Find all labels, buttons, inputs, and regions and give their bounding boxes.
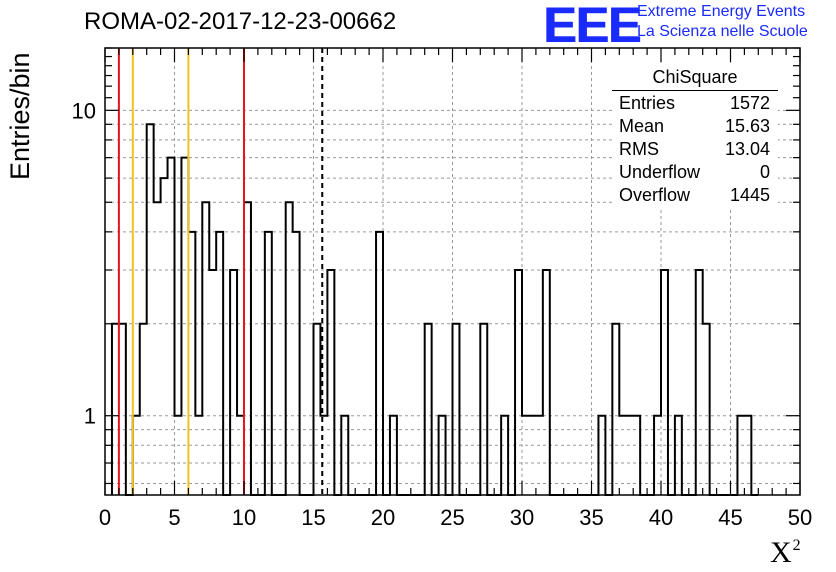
- histogram-bin: [147, 124, 154, 495]
- x-axis-label: X2: [770, 536, 801, 569]
- histogram-bin: [140, 324, 147, 495]
- stats-value: 0: [759, 162, 770, 182]
- stats-label: Overflow: [619, 185, 691, 205]
- stats-value: 15.63: [724, 116, 770, 136]
- x-tick-label: 35: [579, 505, 603, 530]
- histogram-bin: [480, 324, 487, 495]
- histogram-bin: [661, 270, 668, 495]
- logo-line-1: Extreme Energy Events: [637, 3, 806, 20]
- y-tick-label: 10: [72, 98, 96, 123]
- stats-box: ChiSquare Entries 1572 Mean 15.63 RMS 13…: [612, 66, 778, 208]
- x-tick-label: 15: [301, 505, 325, 530]
- axis-ticks: [104, 47, 801, 495]
- histogram-bin: [453, 324, 460, 495]
- histogram-bin: [209, 270, 216, 495]
- stats-label: Entries: [619, 93, 676, 113]
- histogram-bin: [515, 270, 522, 495]
- histogram-bin: [244, 202, 251, 495]
- histogram-bin: [161, 178, 168, 495]
- stats-divider: [612, 90, 778, 91]
- histogram-bin: [543, 270, 550, 495]
- x-tick-label: 30: [510, 505, 534, 530]
- stats-row-rms: RMS 13.04: [619, 139, 770, 161]
- eee-logo: EEE Extreme Energy Events La Scienza nel…: [543, 0, 833, 53]
- x-tick-label: 10: [232, 505, 256, 530]
- histogram-bin: [314, 324, 321, 495]
- histogram-bin: [327, 270, 334, 495]
- stats-value: 1572: [729, 93, 770, 113]
- x-tick-label: 5: [168, 505, 180, 530]
- x-tick-label: 45: [718, 505, 742, 530]
- histogram-bin: [376, 232, 383, 495]
- histogram-bin: [696, 270, 703, 495]
- histogram-bin: [425, 324, 432, 495]
- histogram-bin: [703, 324, 710, 495]
- y-tick-label: 1: [84, 404, 96, 429]
- histogram-outline: [110, 123, 759, 496]
- tick-labels: 0 5 10 15 20 25 30 35 40 45 50 1 10: [72, 98, 813, 530]
- stats-row-entries: Entries 1572: [619, 93, 770, 115]
- x-tick-label: 50: [788, 505, 812, 530]
- stats-label: RMS: [619, 139, 659, 159]
- logo-mark: EEE: [543, 0, 641, 53]
- x-tick-label: 40: [649, 505, 673, 530]
- histogram-bin: [265, 232, 272, 495]
- histogram-series: [110, 123, 759, 496]
- run-title: ROMA-02-2017-12-23-00662: [84, 8, 397, 35]
- histogram-bin: [188, 232, 195, 495]
- stats-value: 1445: [729, 185, 770, 205]
- stats-label: Underflow: [619, 162, 701, 182]
- x-tick-label: 0: [99, 505, 111, 530]
- stats-row-mean: Mean 15.63: [619, 116, 770, 138]
- histogram-bin: [154, 202, 161, 495]
- stats-row-underflow: Underflow 0: [619, 162, 770, 184]
- histogram-bin: [293, 232, 300, 495]
- histogram-bin: [112, 324, 119, 495]
- histogram-bin: [286, 202, 293, 495]
- stats-row-overflow: Overflow 1445: [619, 185, 770, 207]
- x-tick-label: 20: [371, 505, 395, 530]
- logo-line-2: La Scienza nelle Scuole: [637, 23, 808, 40]
- grid: [105, 48, 800, 495]
- histogram-bin: [216, 232, 223, 495]
- x-tick-label: 25: [440, 505, 464, 530]
- stats-value: 13.04: [724, 139, 770, 159]
- stats-label: Mean: [619, 116, 665, 136]
- histogram-bin: [612, 324, 619, 495]
- histogram-bin: [230, 270, 237, 495]
- histogram-bin: [202, 202, 209, 495]
- reference-lines: [117, 48, 324, 495]
- y-axis-label: Entries/bin: [5, 52, 35, 180]
- histogram-bin: [181, 158, 188, 495]
- stats-title: ChiSquare: [652, 67, 738, 87]
- histogram-bin: [168, 158, 175, 495]
